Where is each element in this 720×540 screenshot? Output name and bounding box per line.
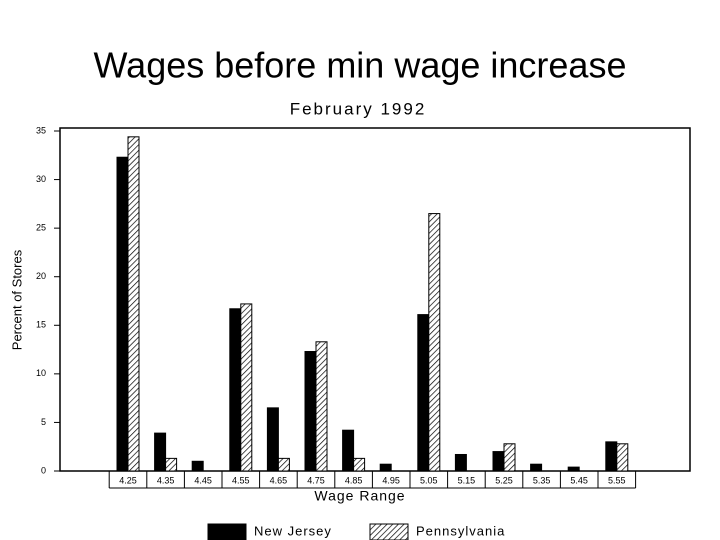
x-axis-label: Wage Range [314,488,405,504]
y-tick-label: 30 [36,174,46,184]
y-tick-label: 20 [36,271,46,281]
bar [315,341,328,472]
x-tick-label: 5.25 [495,475,513,485]
bar [379,463,392,472]
bar [353,457,366,472]
legend-label: Pennsylvania [416,523,505,538]
x-tick-label: 4.55 [232,475,250,485]
y-tick-label: 0 [41,465,46,475]
x-tick-label: 4.95 [382,475,400,485]
plot-frame [59,127,691,472]
bar [165,457,178,472]
bar [154,432,167,472]
y-tick-label: 35 [36,125,46,135]
bar [530,463,543,472]
bar [417,314,430,472]
x-tick-label: 4.85 [345,475,363,485]
bar [304,351,317,472]
bar [266,407,279,472]
bar [492,451,505,472]
bar [616,443,629,472]
x-tick-label: 5.55 [608,475,626,485]
legend-swatch [207,523,247,540]
bar [567,466,580,472]
bar [605,441,618,472]
x-tick-label: 4.25 [119,475,137,485]
bar [342,429,355,472]
bar [503,443,516,472]
y-tick-label: 5 [41,417,46,427]
bar [191,460,204,472]
x-tick-label: 5.15 [458,475,476,485]
bar [127,136,140,472]
bar [428,213,441,472]
bar [277,457,290,472]
x-tick-label: 4.35 [157,475,175,485]
x-tick-label: 4.65 [270,475,288,485]
bar [116,156,129,472]
x-tick-label: 5.45 [570,475,588,485]
x-tick-label: 4.75 [307,475,325,485]
legend-label: New Jersey [254,523,332,538]
bar [454,453,467,472]
y-tick-label: 10 [36,368,46,378]
y-axis-label: Percent of Stores [9,249,24,350]
y-tick-label: 15 [36,320,46,330]
slide-title: Wages before min wage increase [94,45,627,86]
x-tick-label: 5.05 [420,475,438,485]
bar [229,308,242,472]
x-tick-label: 4.45 [194,475,212,485]
x-tick-label: 5.35 [533,475,551,485]
bar [240,303,253,472]
chart-title: February 1992 [290,99,427,118]
y-tick-label: 25 [36,223,46,233]
legend-swatch [369,523,409,540]
